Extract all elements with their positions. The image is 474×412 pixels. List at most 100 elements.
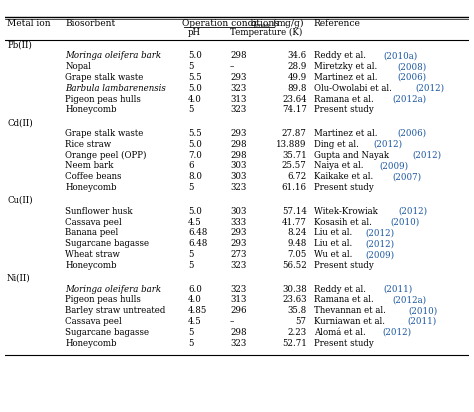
Text: Naiya et al.: Naiya et al.	[314, 162, 366, 171]
Text: Orange peel (OPP): Orange peel (OPP)	[65, 150, 146, 160]
Text: 293: 293	[230, 129, 246, 138]
Text: 41.77: 41.77	[282, 218, 307, 227]
Text: 34.6: 34.6	[288, 51, 307, 60]
Text: 293: 293	[230, 239, 246, 248]
Text: Reddy et al.: Reddy et al.	[314, 51, 368, 60]
Text: 52.71: 52.71	[282, 339, 307, 348]
Text: Cassava peel: Cassava peel	[65, 317, 122, 326]
Text: Metal ion: Metal ion	[7, 19, 51, 28]
Text: 5: 5	[188, 339, 194, 348]
Text: 23.63: 23.63	[282, 295, 307, 304]
Text: 323: 323	[230, 84, 246, 93]
Text: 13.889: 13.889	[276, 140, 307, 149]
Text: Witek-Krowiak: Witek-Krowiak	[314, 207, 380, 216]
Text: 23.64: 23.64	[282, 94, 307, 103]
Text: Martinez et al.: Martinez et al.	[314, 129, 380, 138]
Text: (2012): (2012)	[398, 207, 427, 216]
Text: Barley straw untreated: Barley straw untreated	[65, 306, 165, 315]
Text: (2010): (2010)	[408, 306, 437, 315]
Text: Temperature (K): Temperature (K)	[230, 28, 302, 37]
Text: Ramana et al.: Ramana et al.	[314, 94, 376, 103]
Text: 303: 303	[230, 207, 246, 216]
Text: Liu et al.: Liu et al.	[314, 239, 355, 248]
Text: 4.0: 4.0	[188, 94, 202, 103]
Text: 57: 57	[296, 317, 307, 326]
Text: Biosorbent: Biosorbent	[65, 19, 115, 28]
Text: (2007): (2007)	[392, 172, 421, 181]
Text: 49.9: 49.9	[287, 73, 307, 82]
Text: 7.0: 7.0	[188, 151, 202, 159]
Text: Thevannan et al.: Thevannan et al.	[314, 306, 388, 315]
Text: 298: 298	[230, 140, 246, 149]
Text: 6.0: 6.0	[188, 285, 202, 293]
Text: 333: 333	[230, 218, 246, 227]
Text: Coffee beans: Coffee beans	[65, 172, 122, 181]
Text: Present study: Present study	[314, 105, 374, 114]
Text: Alomá et al.: Alomá et al.	[314, 328, 368, 337]
Text: 6.48: 6.48	[188, 239, 208, 248]
Text: –: –	[230, 317, 235, 326]
Text: 303: 303	[230, 172, 246, 181]
Text: 6.72: 6.72	[287, 172, 307, 181]
Text: Ni(II): Ni(II)	[7, 274, 31, 283]
Text: 61.16: 61.16	[282, 183, 307, 192]
Text: 298: 298	[230, 328, 246, 337]
Text: Barbula lambarenensis: Barbula lambarenensis	[65, 84, 166, 93]
Text: 5: 5	[188, 328, 194, 337]
Text: 30.38: 30.38	[282, 285, 307, 293]
Text: pH: pH	[188, 28, 201, 37]
Text: Wu et al.: Wu et al.	[314, 250, 355, 259]
Text: 5.0: 5.0	[188, 207, 202, 216]
Text: 303: 303	[230, 162, 246, 171]
Text: –: –	[230, 62, 235, 71]
Text: Miretzky et al.: Miretzky et al.	[314, 62, 380, 71]
Text: Grape stalk waste: Grape stalk waste	[65, 73, 144, 82]
Text: 5.0: 5.0	[188, 140, 202, 149]
Text: 8.0: 8.0	[188, 172, 202, 181]
Text: 5: 5	[188, 183, 194, 192]
Text: 323: 323	[230, 339, 246, 348]
Text: Sugarcane bagasse: Sugarcane bagasse	[65, 239, 149, 248]
Text: Honeycomb: Honeycomb	[65, 183, 117, 192]
Text: 74.17: 74.17	[282, 105, 307, 114]
Text: (2012): (2012)	[416, 84, 445, 93]
Text: (2012): (2012)	[412, 151, 441, 159]
Text: Cu(II): Cu(II)	[7, 196, 33, 205]
Text: (2011): (2011)	[383, 285, 412, 293]
Text: Cd(II): Cd(II)	[7, 118, 33, 127]
Text: Kosasih et al.: Kosasih et al.	[314, 218, 374, 227]
Text: 5.5: 5.5	[188, 129, 202, 138]
Text: 323: 323	[230, 261, 246, 270]
Text: 293: 293	[230, 228, 246, 237]
Text: Gupta and Nayak: Gupta and Nayak	[314, 151, 392, 159]
Text: 296: 296	[230, 306, 246, 315]
Text: Martinez et al.: Martinez et al.	[314, 73, 380, 82]
Text: Wheat straw: Wheat straw	[65, 250, 120, 259]
Text: Banana peel: Banana peel	[65, 228, 118, 237]
Text: 5: 5	[188, 105, 194, 114]
Text: Honeycomb: Honeycomb	[65, 261, 117, 270]
Text: 5.5: 5.5	[188, 73, 202, 82]
Text: 323: 323	[230, 105, 246, 114]
Text: 313: 313	[230, 94, 246, 103]
Text: Sunflower husk: Sunflower husk	[65, 207, 133, 216]
Text: 5.0: 5.0	[188, 51, 202, 60]
Text: Liu et al.: Liu et al.	[314, 228, 355, 237]
Text: Neem bark: Neem bark	[65, 162, 114, 171]
Text: 2.23: 2.23	[288, 328, 307, 337]
Text: Kaikake et al.: Kaikake et al.	[314, 172, 376, 181]
Text: 56.52: 56.52	[282, 261, 307, 270]
Text: (2012): (2012)	[365, 228, 395, 237]
Text: Operation conditions: Operation conditions	[182, 19, 278, 28]
Text: Rice straw: Rice straw	[65, 140, 111, 149]
Text: 25.57: 25.57	[282, 162, 307, 171]
Text: (2009): (2009)	[380, 162, 409, 171]
Text: Moringa oleifera bark: Moringa oleifera bark	[65, 285, 161, 293]
Text: (2010): (2010)	[390, 218, 419, 227]
Text: 28.9: 28.9	[287, 62, 307, 71]
Text: 5: 5	[188, 261, 194, 270]
Text: 4.85: 4.85	[188, 306, 208, 315]
Text: 323: 323	[230, 183, 246, 192]
Text: 298: 298	[230, 151, 246, 159]
Text: 57.14: 57.14	[282, 207, 307, 216]
